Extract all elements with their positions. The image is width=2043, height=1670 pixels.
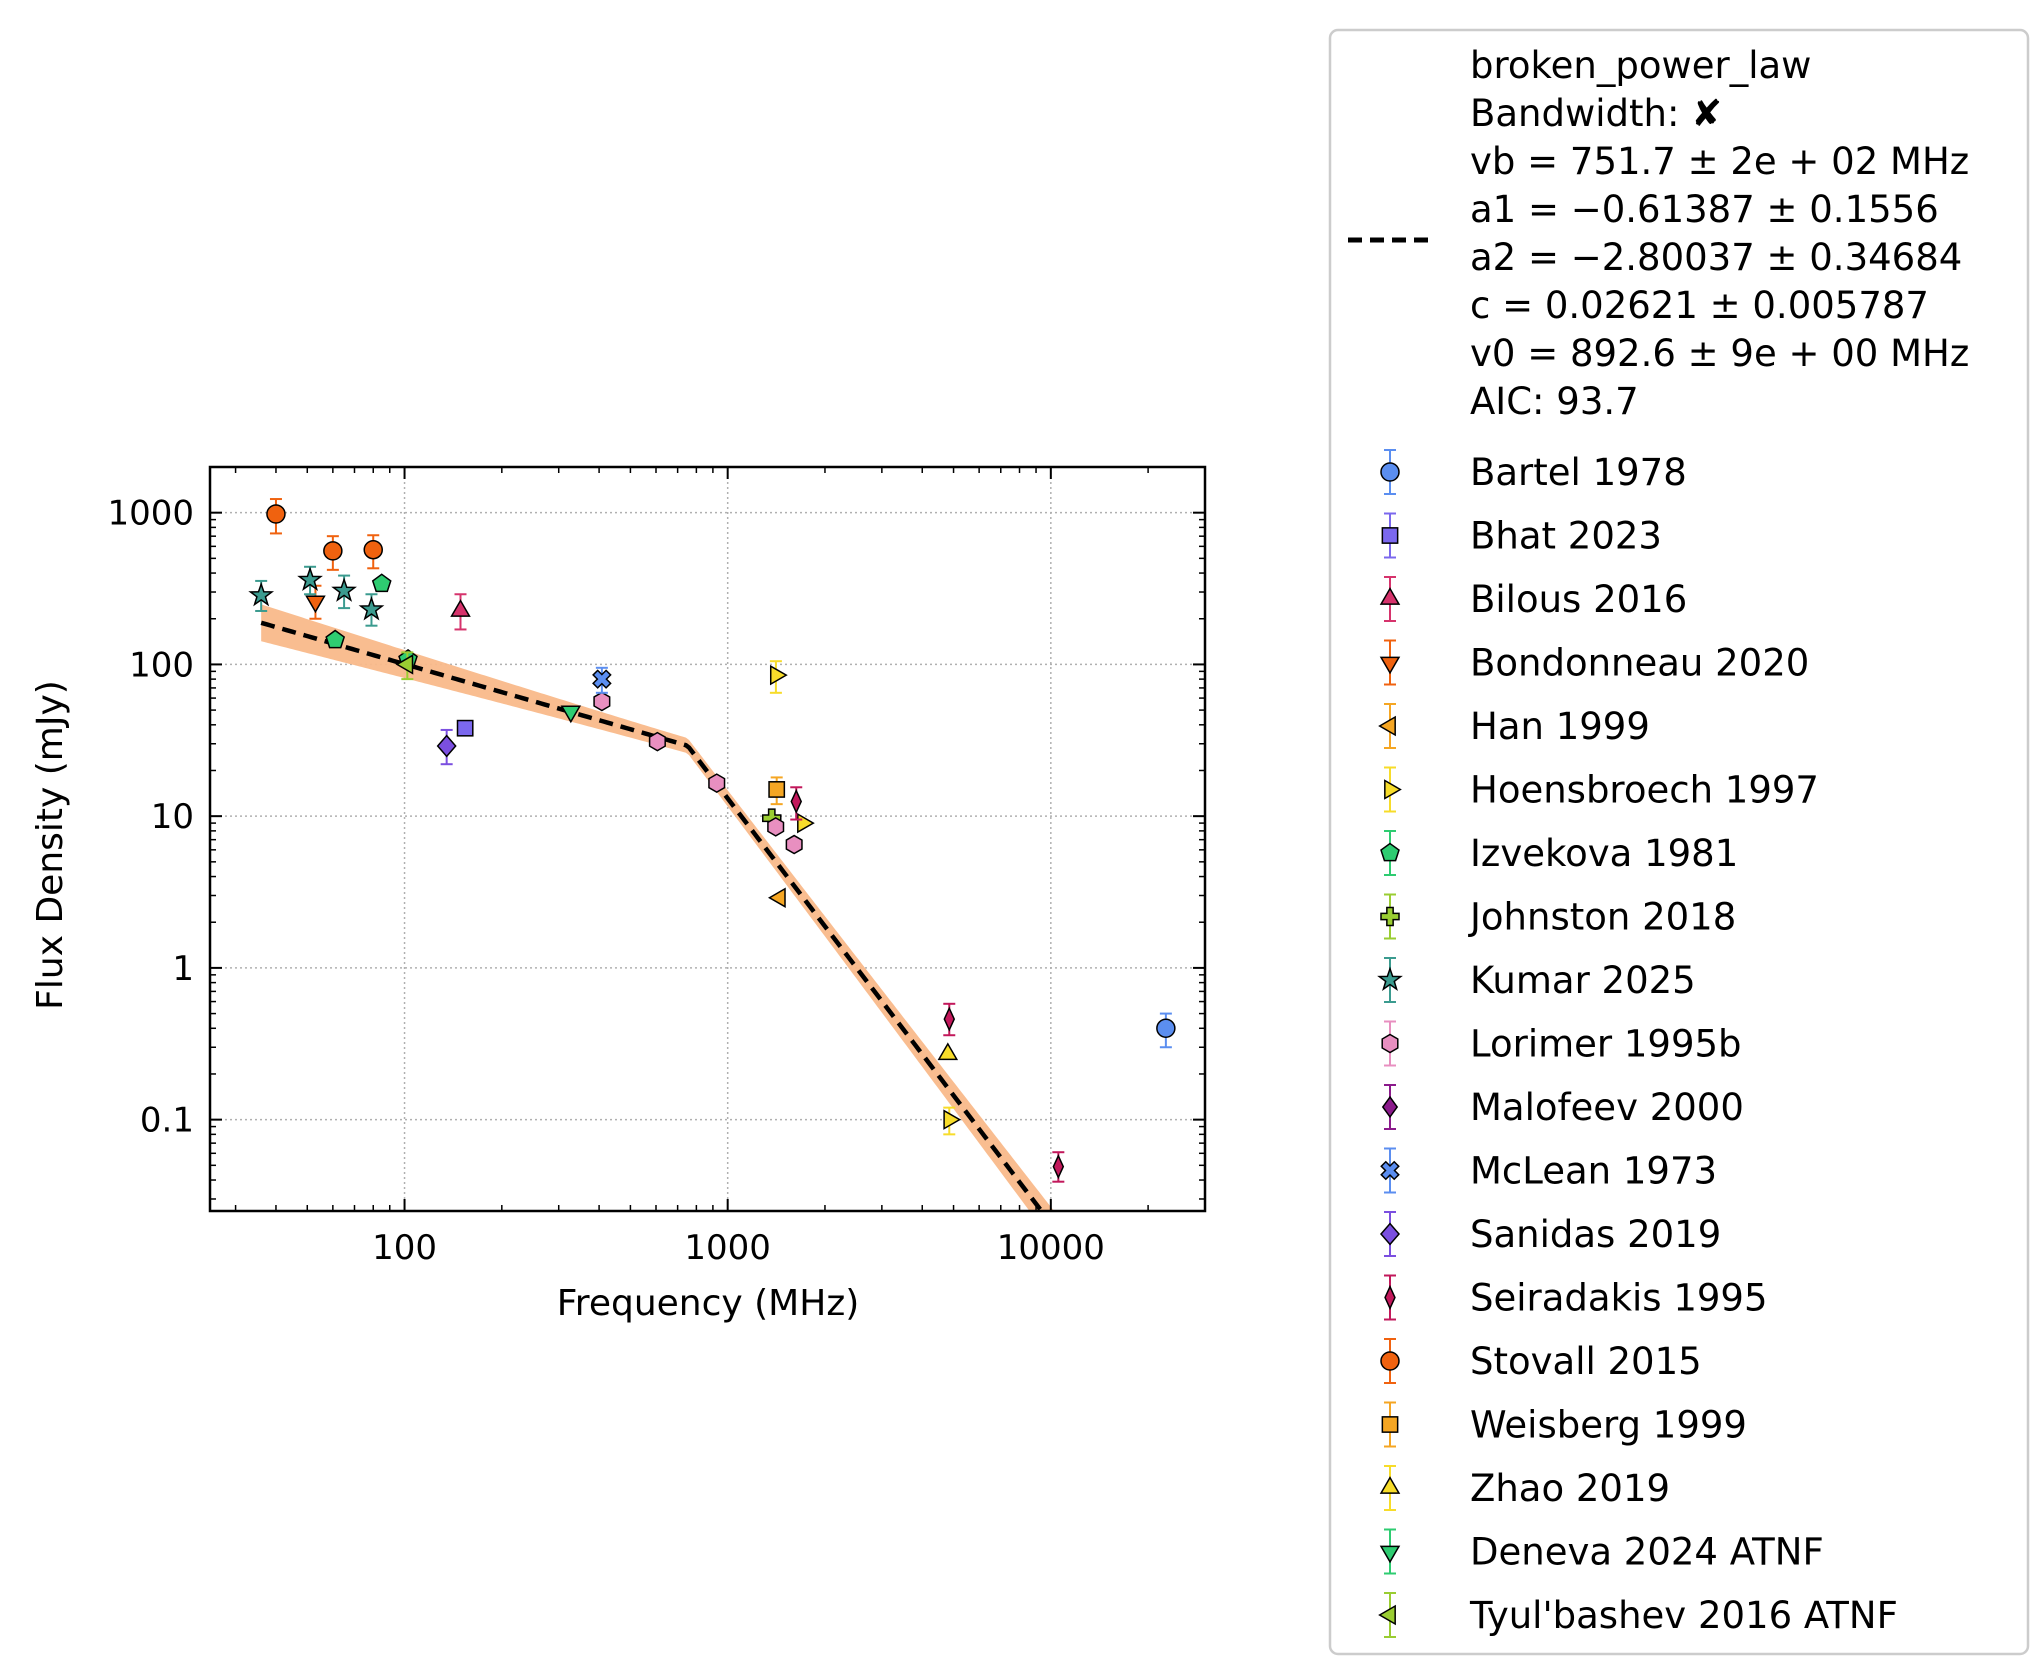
legend-marker bbox=[1377, 966, 1403, 991]
legend-entry-label: Hoensbroech 1997 bbox=[1470, 769, 1819, 812]
y-tick-label: 10 bbox=[151, 797, 194, 837]
fit-line bbox=[260, 620, 1045, 1211]
legend-marker bbox=[1380, 1351, 1400, 1371]
legend-marker bbox=[1384, 779, 1402, 800]
legend-fit-text: Bandwidth: ✘ bbox=[1470, 92, 1722, 135]
legend-marker bbox=[1378, 715, 1396, 737]
data-point bbox=[323, 541, 343, 561]
y-axis-label: Flux Density (mJy) bbox=[30, 680, 71, 1010]
data-point bbox=[1052, 1154, 1065, 1180]
legend-entry-label: Tyul'bashev 2016 ATNF bbox=[1469, 1594, 1898, 1637]
data-point bbox=[358, 595, 385, 621]
legend-entry-label: Lorimer 1995b bbox=[1470, 1023, 1742, 1066]
data-point bbox=[297, 566, 323, 591]
legend-fit-text: a2 = −2.80037 ± 0.34684 bbox=[1470, 236, 1962, 279]
axis-ticks: 100 1000 10000 0.1 1 10 100 1000 bbox=[107, 466, 1206, 1268]
data-point bbox=[371, 573, 392, 593]
data-point bbox=[395, 654, 414, 675]
data-point bbox=[305, 595, 326, 614]
plot-background bbox=[210, 467, 1205, 1211]
legend-marker bbox=[1379, 587, 1401, 605]
legend-entry-label: Johnston 2018 bbox=[1468, 896, 1736, 939]
data-point bbox=[450, 599, 471, 617]
legend-marker bbox=[1379, 1545, 1401, 1564]
legend-entry-label: Bartel 1978 bbox=[1470, 451, 1687, 494]
legend: broken_power_law Bandwidth: ✘ vb = 751.7 ±… bbox=[1328, 28, 2030, 1656]
legend-entry-label: McLean 1973 bbox=[1470, 1150, 1717, 1193]
legend-marker bbox=[1381, 1095, 1399, 1119]
data-point bbox=[943, 1109, 962, 1130]
data-point bbox=[592, 669, 612, 689]
data-point bbox=[248, 581, 275, 607]
data-point bbox=[331, 577, 357, 602]
data-point bbox=[593, 691, 611, 712]
data-point bbox=[767, 817, 785, 837]
legend-entry-label: Seiradakis 1995 bbox=[1470, 1277, 1767, 1320]
data-point bbox=[266, 504, 286, 524]
legend-entry-label: Han 1999 bbox=[1470, 705, 1650, 748]
data-point bbox=[768, 781, 786, 798]
legend-entry-label: Bilous 2016 bbox=[1470, 578, 1687, 621]
data-point bbox=[790, 788, 803, 815]
legend-entry-label: Weisberg 1999 bbox=[1470, 1404, 1747, 1447]
fit-curve bbox=[260, 620, 1045, 1211]
legend-entry-label: Bhat 2023 bbox=[1470, 515, 1662, 558]
data-point bbox=[648, 731, 666, 752]
legend-fit-text: v0 = 892.6 ± 9e + 00 MHz bbox=[1470, 332, 1969, 375]
data-point bbox=[363, 539, 383, 560]
data-point bbox=[1156, 1018, 1176, 1039]
legend-entry-label: Sanidas 2019 bbox=[1470, 1213, 1721, 1256]
legend-box bbox=[1328, 28, 2030, 1656]
legend-marker bbox=[1380, 906, 1400, 927]
y-tick-label: 0.1 bbox=[140, 1101, 194, 1141]
plot-area bbox=[210, 467, 1205, 1211]
legend-fit-text: vb = 751.7 ± 2e + 02 MHz bbox=[1470, 140, 1969, 183]
data-point bbox=[937, 1042, 959, 1061]
legend-marker bbox=[1380, 462, 1400, 482]
legend-marker bbox=[1380, 842, 1400, 862]
y-tick-label: 1 bbox=[172, 949, 194, 989]
legend-marker bbox=[1378, 1604, 1396, 1626]
legend-entry-label: Bondonneau 2020 bbox=[1470, 642, 1809, 685]
legend-fit-text: c = 0.02621 ± 0.005787 bbox=[1470, 284, 1929, 327]
data-point bbox=[456, 719, 474, 737]
legend-marker bbox=[1380, 1222, 1400, 1246]
data-point bbox=[325, 629, 346, 649]
legend-entry-label: Stovall 2015 bbox=[1470, 1340, 1702, 1383]
legend-fit-text: a1 = −0.61387 ± 0.1556 bbox=[1470, 188, 1939, 231]
y-tick-label: 1000 bbox=[107, 494, 194, 534]
legend-entry-label: Zhao 2019 bbox=[1470, 1467, 1670, 1510]
legend-marker bbox=[1381, 527, 1399, 544]
x-tick-label: 100 bbox=[372, 1228, 437, 1268]
data-point bbox=[767, 887, 786, 908]
legend-marker bbox=[1381, 1416, 1399, 1433]
legend-marker bbox=[1384, 1284, 1396, 1311]
x-axis-label: Frequency (MHz) bbox=[557, 1283, 860, 1324]
legend-entry-label: Malofeev 2000 bbox=[1470, 1086, 1744, 1129]
legend-entry-label: Deneva 2024 ATNF bbox=[1470, 1531, 1824, 1574]
legend-marker bbox=[1380, 1160, 1400, 1181]
x-tick-label: 10000 bbox=[997, 1228, 1105, 1268]
legend-fit-text: broken_power_law bbox=[1470, 44, 1811, 87]
x-tick-label: 1000 bbox=[684, 1228, 771, 1268]
data-point bbox=[436, 734, 457, 758]
legend-fit-text: AIC: 93.7 bbox=[1470, 380, 1639, 423]
y-tick-label: 100 bbox=[129, 645, 194, 685]
legend-marker bbox=[1379, 656, 1401, 675]
data-point bbox=[769, 664, 788, 686]
legend-entry-label: Kumar 2025 bbox=[1470, 959, 1696, 1002]
data-points bbox=[248, 498, 1176, 1183]
legend-marker bbox=[1379, 1476, 1401, 1494]
legend-entry-label: Izvekova 1981 bbox=[1470, 832, 1738, 875]
legend-marker bbox=[1381, 1033, 1399, 1054]
data-point bbox=[785, 834, 803, 855]
data-point bbox=[943, 1006, 956, 1032]
data-point bbox=[708, 773, 726, 794]
data-point bbox=[560, 705, 582, 724]
